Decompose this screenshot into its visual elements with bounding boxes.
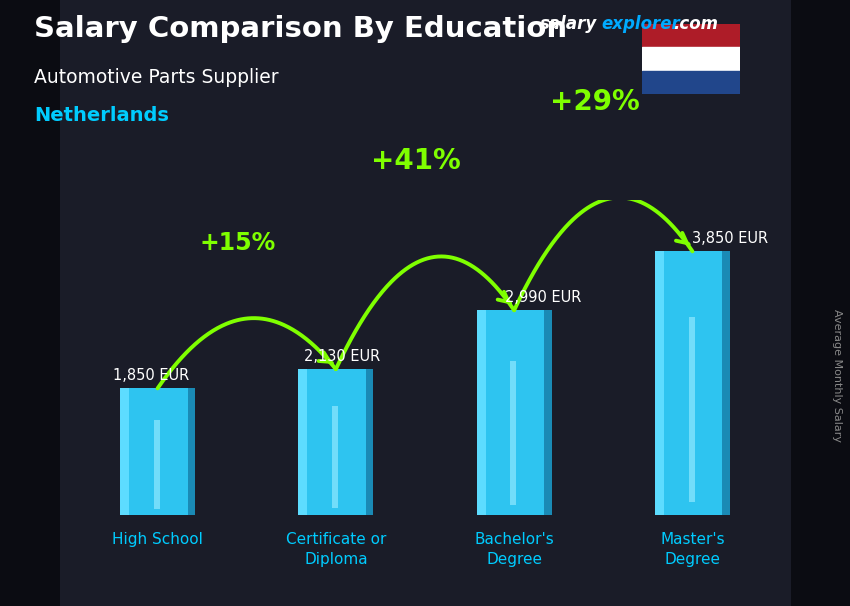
Bar xyxy=(642,71,740,94)
Text: Netherlands: Netherlands xyxy=(34,106,169,125)
Bar xyxy=(120,388,129,515)
Bar xyxy=(332,405,338,508)
Text: +41%: +41% xyxy=(371,147,461,175)
Text: +15%: +15% xyxy=(200,231,276,255)
Text: Automotive Parts Supplier: Automotive Parts Supplier xyxy=(34,68,279,87)
Text: .com: .com xyxy=(673,15,718,33)
Bar xyxy=(120,388,195,515)
Bar xyxy=(642,24,740,47)
Text: 1,850 EUR: 1,850 EUR xyxy=(113,368,190,383)
Text: +29%: +29% xyxy=(549,88,639,116)
Bar xyxy=(477,310,485,515)
Bar xyxy=(688,318,694,502)
Text: 2,990 EUR: 2,990 EUR xyxy=(505,290,581,305)
Text: 2,130 EUR: 2,130 EUR xyxy=(303,348,380,364)
Text: Average Monthly Salary: Average Monthly Salary xyxy=(832,309,842,442)
Text: 3,850 EUR: 3,850 EUR xyxy=(693,231,768,245)
Bar xyxy=(722,251,730,515)
Bar xyxy=(655,251,664,515)
Bar xyxy=(477,310,552,515)
Bar xyxy=(510,361,517,505)
Bar xyxy=(188,388,195,515)
Bar xyxy=(298,369,308,515)
Text: explorer: explorer xyxy=(601,15,680,33)
Bar xyxy=(298,369,373,515)
Bar xyxy=(655,251,730,515)
Text: salary: salary xyxy=(540,15,597,33)
Bar xyxy=(544,310,552,515)
Bar xyxy=(642,47,740,71)
Bar xyxy=(154,420,160,509)
Bar xyxy=(366,369,373,515)
Text: Salary Comparison By Education: Salary Comparison By Education xyxy=(34,15,567,43)
